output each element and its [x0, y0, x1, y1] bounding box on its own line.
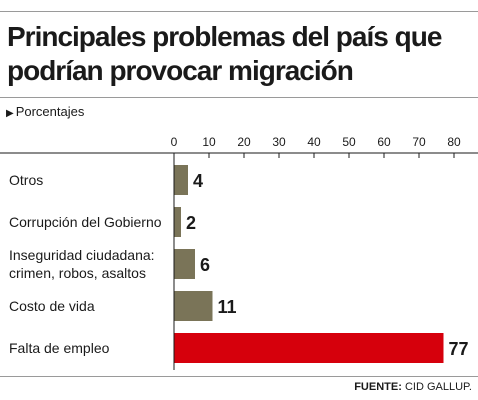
bar	[174, 207, 181, 237]
x-tick-label: 10	[202, 135, 216, 149]
value-label: 77	[449, 339, 469, 359]
title-rule	[0, 97, 478, 98]
x-tick-label: 20	[237, 135, 251, 149]
category-label: Corrupción del Gobierno	[9, 214, 162, 230]
category-label-line: Falta de empleo	[9, 340, 110, 356]
x-tick-label: 0	[171, 135, 178, 149]
bar-chart: 0 10 20 30 40 50 60 70 80 Otros 4 Corrupción del Go…	[0, 135, 478, 370]
x-tick-label: 50	[342, 135, 356, 149]
chart-title-line-1: Principales problemas del país que	[7, 21, 442, 52]
source-note: FUENTE: CID GALLUP.	[354, 381, 472, 393]
value-label: 11	[218, 297, 237, 317]
category-label-line: crimen, robos, asaltos	[9, 265, 146, 281]
x-tick-label: 40	[307, 135, 321, 149]
top-rule	[0, 11, 478, 12]
bar	[174, 249, 195, 279]
category-label: Inseguridad ciudadana: crimen, robos, asa…	[9, 247, 155, 281]
chart-subtitle-text: Porcentajes	[15, 104, 85, 119]
category-label-line: Corrupción del Gobierno	[9, 214, 162, 230]
category-label: Falta de empleo	[9, 340, 110, 356]
value-label: 6	[200, 255, 210, 275]
category-label: Otros	[9, 172, 43, 188]
chart-title-line-2: podrían provocar migración	[7, 55, 354, 86]
x-tick-label: 60	[377, 135, 391, 149]
bar	[174, 291, 213, 321]
x-tick-label: 70	[412, 135, 426, 149]
triangle-right-icon: ▶	[6, 108, 14, 119]
bar	[174, 333, 444, 363]
bar	[174, 165, 188, 195]
category-label-line: Otros	[9, 172, 43, 188]
source-value: CID GALLUP.	[404, 381, 472, 393]
chart-title: Principales problemas del país que podrí…	[7, 20, 471, 88]
bottom-rule	[0, 376, 478, 377]
value-label: 4	[193, 171, 203, 191]
chart-subtitle: ▶ Porcentajes	[6, 104, 84, 119]
value-label: 2	[186, 213, 196, 233]
category-label-line: Costo de vida	[9, 298, 95, 314]
category-label-line: Inseguridad ciudadana:	[9, 247, 155, 263]
x-tick-label: 30	[272, 135, 286, 149]
x-tick-label: 80	[447, 135, 461, 149]
source-label: FUENTE:	[354, 381, 402, 393]
category-label: Costo de vida	[9, 298, 95, 314]
